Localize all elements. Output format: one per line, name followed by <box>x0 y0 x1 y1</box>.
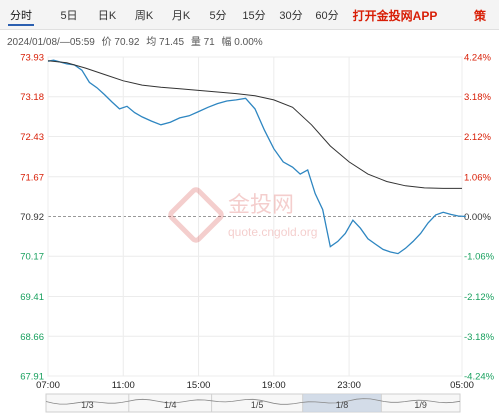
navigator-date-label: 1/9 <box>414 400 427 410</box>
percent-tick-label: 4.24% <box>464 53 491 64</box>
x-tick-label: 15:00 <box>187 380 211 391</box>
tab-5day[interactable]: 5日 <box>60 10 78 22</box>
x-tick-label: 11:00 <box>112 380 135 391</box>
open-app-link[interactable]: 打开金投网APP <box>352 9 438 23</box>
x-tick-label: 05:00 <box>450 380 474 391</box>
info-change: 0.00% <box>234 37 263 48</box>
tab-monthly-k[interactable]: 月K <box>171 10 191 22</box>
chart-series <box>47 59 466 255</box>
percent-tick-label: 0.00% <box>464 212 491 223</box>
price-line <box>47 59 466 255</box>
percent-tick-label: 2.12% <box>464 132 491 143</box>
average-line <box>47 60 462 189</box>
info-avg-label: 均 <box>146 37 157 48</box>
y-tick-label: 68.66 <box>20 332 44 343</box>
percent-tick-label: -4.24% <box>464 372 495 383</box>
chart-grid <box>47 56 463 377</box>
percent-tick-label: 1.06% <box>464 172 491 183</box>
y-tick-label: 72.43 <box>20 132 44 143</box>
y-tick-label: 73.93 <box>20 53 44 64</box>
percent-axis-labels: 4.24% 3.18% 2.12% 1.06% 0.00% -1.06% -2.12% -3.… <box>464 53 495 383</box>
percent-tick-label: -1.06% <box>464 252 495 263</box>
navigator-date-label: 1/5 <box>251 400 264 410</box>
tab-60min[interactable]: 60分 <box>315 10 339 22</box>
info-datetime: 2024/01/08/—05:59 <box>7 37 95 48</box>
strategy-link[interactable]: 策 <box>473 9 486 23</box>
info-price: 70.92 <box>114 37 140 48</box>
percent-tick-label: -3.18% <box>464 332 495 343</box>
tab-weekly-k[interactable]: 周K <box>134 10 154 22</box>
y-tick-label: 71.67 <box>20 172 44 183</box>
percent-tick-label: -2.12% <box>464 292 495 303</box>
x-tick-label: 23:00 <box>337 380 361 391</box>
y-tick-label: 69.41 <box>20 292 44 303</box>
tab-5min[interactable]: 5分 <box>209 10 227 22</box>
info-volume-label: 量 <box>190 37 201 48</box>
navigator-date-label: 1/8 <box>336 400 349 410</box>
tab-intraday[interactable]: 分时 <box>8 6 34 26</box>
tab-15min[interactable]: 15分 <box>242 10 266 22</box>
info-price-label: 价 <box>101 37 112 48</box>
tab-30min[interactable]: 30分 <box>279 10 303 22</box>
x-tick-label: 19:00 <box>262 380 286 391</box>
navigator-date-label: 1/4 <box>164 400 177 410</box>
quote-info-bar: 2024/01/08/—05:59 价 70.92 均 71.45 量 71 幅… <box>7 33 263 48</box>
info-volume: 71 <box>203 37 215 48</box>
watermark: 金投网 quote.cngold.org <box>168 187 317 243</box>
percent-tick-label: 3.18% <box>464 92 491 103</box>
x-tick-label: 07:00 <box>36 380 60 391</box>
range-navigator[interactable]: 1/3 1/4 1/5 1/8 1/9 <box>45 393 461 413</box>
y-tick-label: 73.18 <box>20 92 44 103</box>
navigator-sparkline <box>45 398 461 405</box>
navigator-date-label: 1/3 <box>81 400 94 410</box>
watermark-brand: 金投网 <box>228 193 294 218</box>
info-change-label: 幅 <box>221 37 232 48</box>
info-avg: 71.45 <box>159 37 185 48</box>
y-tick-label: 70.92 <box>20 212 44 223</box>
tab-daily-k[interactable]: 日K <box>97 10 117 22</box>
x-axis-labels: 07:00 11:00 15:00 19:00 23:00 05:00 <box>36 380 474 391</box>
y-tick-label: 67.91 <box>20 372 44 383</box>
period-tab-bar: 分时 5日 日K 周K 月K 5分 15分 30分 60分 打开金投网APP 策 <box>0 0 499 30</box>
y-axis-labels: 73.93 73.18 72.43 71.67 70.92 70.17 69.41 68.66… <box>20 53 44 383</box>
watermark-url: quote.cngold.org <box>228 225 317 239</box>
y-tick-label: 70.17 <box>20 252 44 263</box>
